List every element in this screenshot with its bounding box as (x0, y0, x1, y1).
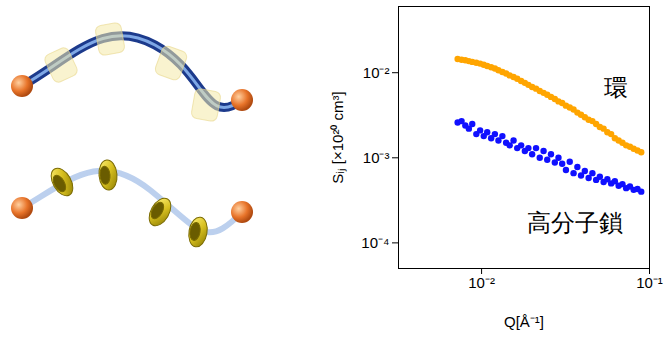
svg-text:Q[Å⁻¹]: Q[Å⁻¹] (504, 313, 544, 330)
svg-text:10⁻⁴: 10⁻⁴ (361, 234, 389, 251)
svg-text:10⁻¹: 10⁻¹ (636, 274, 663, 291)
svg-text:10⁻²: 10⁻² (468, 274, 495, 291)
svg-text:高分子鎖: 高分子鎖 (527, 209, 623, 236)
svg-text:環: 環 (604, 74, 628, 101)
svg-text:10⁻²: 10⁻² (363, 64, 390, 81)
svg-text:Sᵢⱼ [×10²⁰ cm³]: Sᵢⱼ [×10²⁰ cm³] (329, 91, 347, 183)
svg-text:10⁻³: 10⁻³ (363, 149, 390, 166)
